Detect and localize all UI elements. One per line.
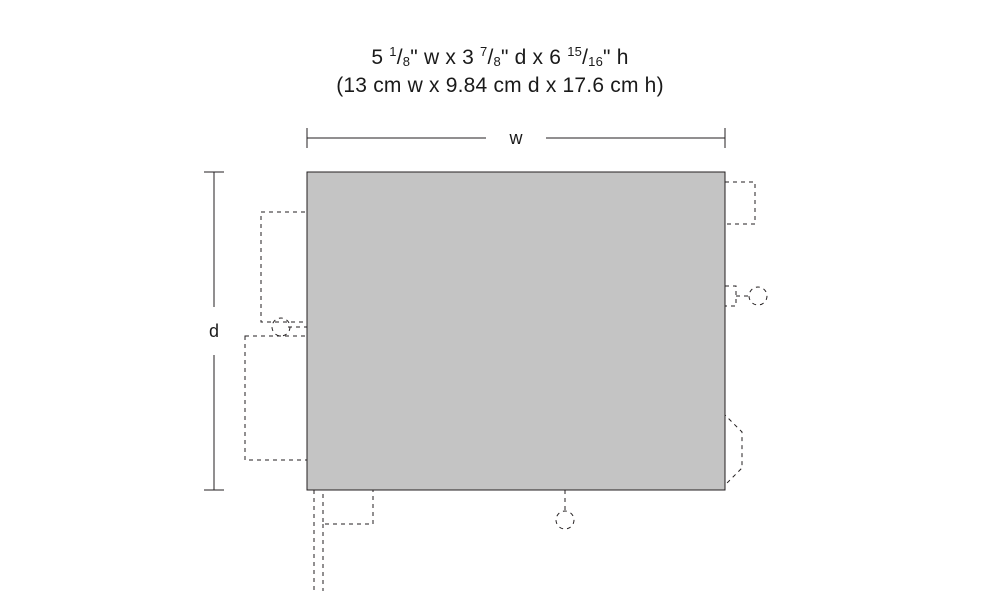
outline-circle — [272, 318, 290, 336]
outline-rect — [245, 336, 307, 460]
outline-rect — [323, 490, 373, 524]
outline-path — [725, 286, 736, 306]
width-label: w — [509, 128, 524, 148]
outline-rect — [725, 182, 755, 224]
width-dimension: w — [307, 128, 725, 148]
product-footprint-box — [307, 172, 725, 490]
depth-label: d — [209, 321, 219, 341]
outline-rect — [261, 212, 307, 322]
outline-circle — [749, 287, 767, 305]
dimension-diagram: w d — [0, 0, 1000, 591]
outline-circle — [556, 511, 574, 529]
depth-dimension: d — [204, 172, 224, 490]
